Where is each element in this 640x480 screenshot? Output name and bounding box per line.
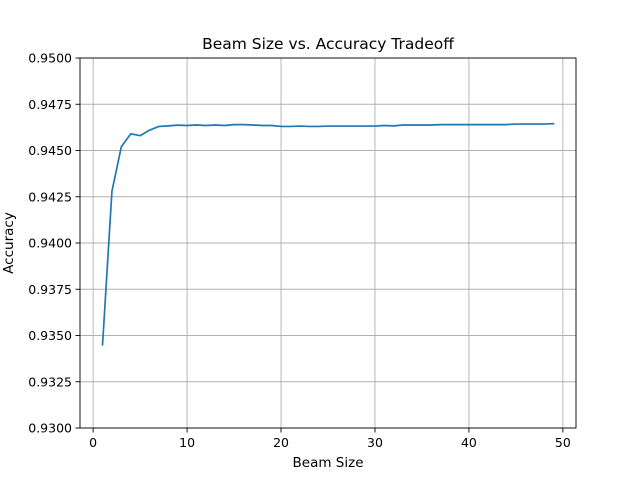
y-tick-label: 0.9450 (28, 143, 72, 158)
y-tick-label: 0.9425 (28, 189, 72, 204)
x-tick-label: 30 (367, 435, 383, 450)
y-tick-label: 0.9300 (28, 421, 72, 436)
y-tick-label: 0.9325 (28, 374, 72, 389)
x-tick-label: 20 (273, 435, 289, 450)
x-tick-label: 10 (179, 435, 195, 450)
y-tick-label: 0.9400 (28, 236, 72, 251)
y-tick-label: 0.9500 (28, 51, 72, 66)
y-tick-label: 0.9475 (28, 97, 72, 112)
y-tick-label: 0.9375 (28, 282, 72, 297)
x-axis-label: Beam Size (293, 455, 364, 471)
x-tick-label: 50 (555, 435, 571, 450)
series-line-0 (101, 122, 555, 346)
y-axis-label: Accuracy (1, 212, 17, 274)
x-axis: 0 10 20 30 40 50 (89, 428, 571, 450)
y-tick-label: 0.9350 (28, 328, 72, 343)
x-tick-label: 40 (461, 435, 477, 450)
x-tick-label: 0 (89, 435, 97, 450)
y-axis: 0.9300 0.9325 0.9350 0.9375 0.9400 0.9425 0.94… (28, 51, 80, 436)
chart-title: Beam Size vs. Accuracy Tradeoff (202, 35, 454, 53)
series-layer (101, 122, 555, 346)
